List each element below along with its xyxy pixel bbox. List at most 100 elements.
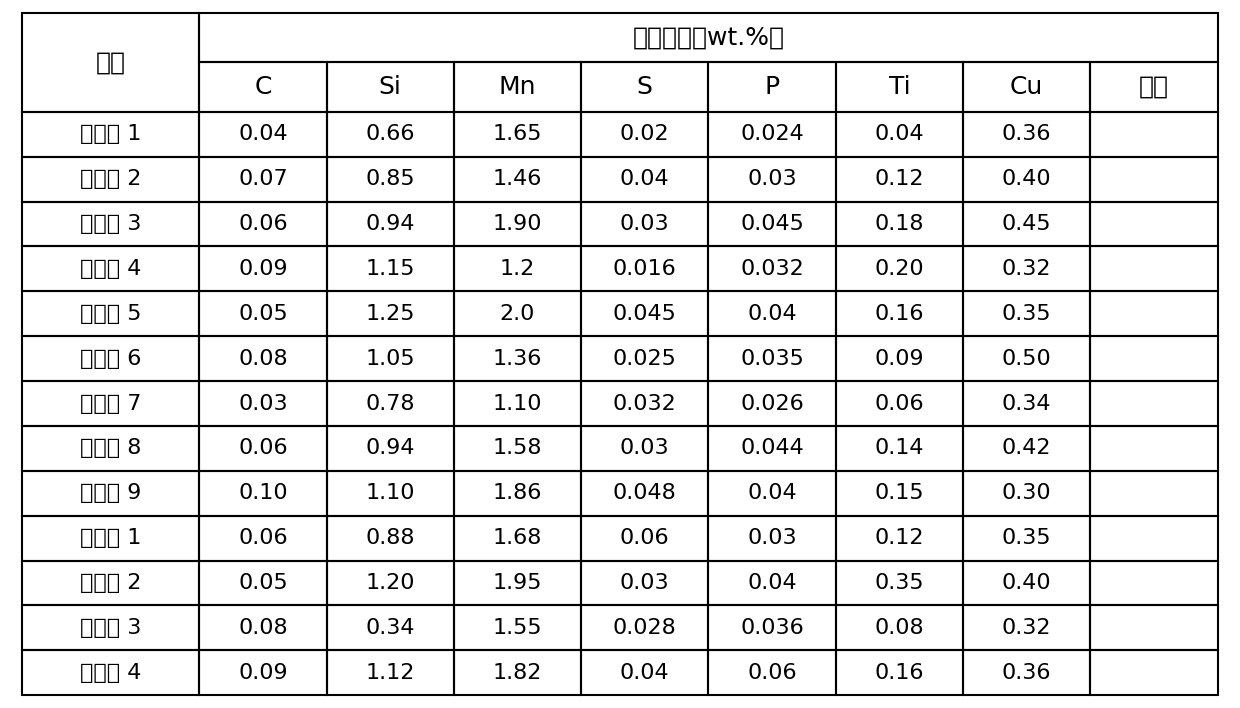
Text: 化学元素（wt.%）: 化学元素（wt.%） (632, 25, 785, 50)
Text: 0.025: 0.025 (613, 348, 677, 369)
Text: 0.03: 0.03 (748, 528, 797, 548)
Text: 0.35: 0.35 (1002, 528, 1052, 548)
Bar (200, 605, 326, 651)
Text: 0.048: 0.048 (613, 484, 677, 503)
Bar (454, 291, 582, 336)
Text: S: S (637, 75, 652, 99)
Text: 0.14: 0.14 (874, 438, 924, 458)
Bar (326, 112, 454, 156)
Bar (836, 605, 963, 651)
Bar (1090, 381, 1218, 426)
Bar (326, 62, 454, 112)
Text: 0.88: 0.88 (366, 528, 415, 548)
Bar (22, 515, 200, 561)
Bar (836, 471, 963, 515)
Text: 实施例 9: 实施例 9 (81, 484, 141, 503)
Bar (582, 426, 708, 471)
Bar (836, 426, 963, 471)
Text: 0.10: 0.10 (238, 484, 288, 503)
Text: 0.016: 0.016 (613, 259, 677, 279)
Text: 0.35: 0.35 (1002, 304, 1052, 324)
Bar (1090, 515, 1218, 561)
Text: 0.035: 0.035 (740, 348, 804, 369)
Text: 0.30: 0.30 (1002, 484, 1052, 503)
Bar (22, 381, 200, 426)
Bar (326, 605, 454, 651)
Text: 实施例 2: 实施例 2 (81, 169, 141, 189)
Bar (1090, 62, 1218, 112)
Bar (454, 112, 582, 156)
Text: C: C (254, 75, 272, 99)
Text: 1.86: 1.86 (492, 484, 542, 503)
Bar (454, 515, 582, 561)
Bar (582, 336, 708, 381)
Text: 1.20: 1.20 (366, 573, 415, 593)
Text: 0.04: 0.04 (620, 663, 670, 683)
Bar (200, 336, 326, 381)
Bar (1090, 112, 1218, 156)
Text: 0.36: 0.36 (1002, 124, 1052, 144)
Bar (1090, 336, 1218, 381)
Bar (200, 291, 326, 336)
Bar (836, 561, 963, 605)
Bar (963, 426, 1090, 471)
Bar (582, 515, 708, 561)
Bar (200, 651, 326, 695)
Text: 0.18: 0.18 (874, 214, 924, 234)
Text: 0.08: 0.08 (238, 348, 288, 369)
Text: 1.68: 1.68 (492, 528, 542, 548)
Bar (326, 561, 454, 605)
Bar (200, 381, 326, 426)
Text: 类别: 类别 (95, 50, 125, 74)
Text: 1.12: 1.12 (366, 663, 415, 683)
Bar (22, 202, 200, 246)
Text: Ti: Ti (889, 75, 910, 99)
Bar (836, 515, 963, 561)
Text: P: P (765, 75, 780, 99)
Text: 1.15: 1.15 (366, 259, 415, 279)
Bar (326, 381, 454, 426)
Text: 0.07: 0.07 (238, 169, 288, 189)
Bar (708, 202, 836, 246)
Bar (326, 515, 454, 561)
Bar (454, 62, 582, 112)
Bar (708, 156, 836, 202)
Bar (836, 246, 963, 291)
Text: 实施例 3: 实施例 3 (81, 214, 141, 234)
Bar (963, 515, 1090, 561)
Bar (963, 156, 1090, 202)
Bar (454, 426, 582, 471)
Text: 0.50: 0.50 (1002, 348, 1052, 369)
Text: 0.04: 0.04 (874, 124, 924, 144)
Bar (200, 246, 326, 291)
Text: 0.06: 0.06 (238, 438, 288, 458)
Bar (708, 651, 836, 695)
Text: 0.032: 0.032 (613, 394, 677, 413)
Text: 0.03: 0.03 (748, 169, 797, 189)
Text: 0.02: 0.02 (620, 124, 670, 144)
Text: 0.36: 0.36 (1002, 663, 1052, 683)
Text: 1.10: 1.10 (366, 484, 415, 503)
Bar (963, 381, 1090, 426)
Bar (200, 13, 1218, 62)
Bar (1090, 246, 1218, 291)
Bar (1090, 202, 1218, 246)
Bar (454, 156, 582, 202)
Text: 实施例 1: 实施例 1 (81, 124, 141, 144)
Text: 0.06: 0.06 (238, 528, 288, 548)
Text: 1.90: 1.90 (492, 214, 542, 234)
Text: 0.32: 0.32 (1002, 259, 1052, 279)
Bar (836, 651, 963, 695)
Bar (963, 202, 1090, 246)
Bar (22, 13, 200, 112)
Bar (708, 291, 836, 336)
Text: 0.09: 0.09 (874, 348, 924, 369)
Text: 0.032: 0.032 (740, 259, 804, 279)
Bar (708, 471, 836, 515)
Text: 实施例 5: 实施例 5 (81, 304, 141, 324)
Bar (22, 561, 200, 605)
Text: 0.04: 0.04 (620, 169, 670, 189)
Bar (454, 246, 582, 291)
Bar (836, 112, 963, 156)
Text: 1.2: 1.2 (500, 259, 536, 279)
